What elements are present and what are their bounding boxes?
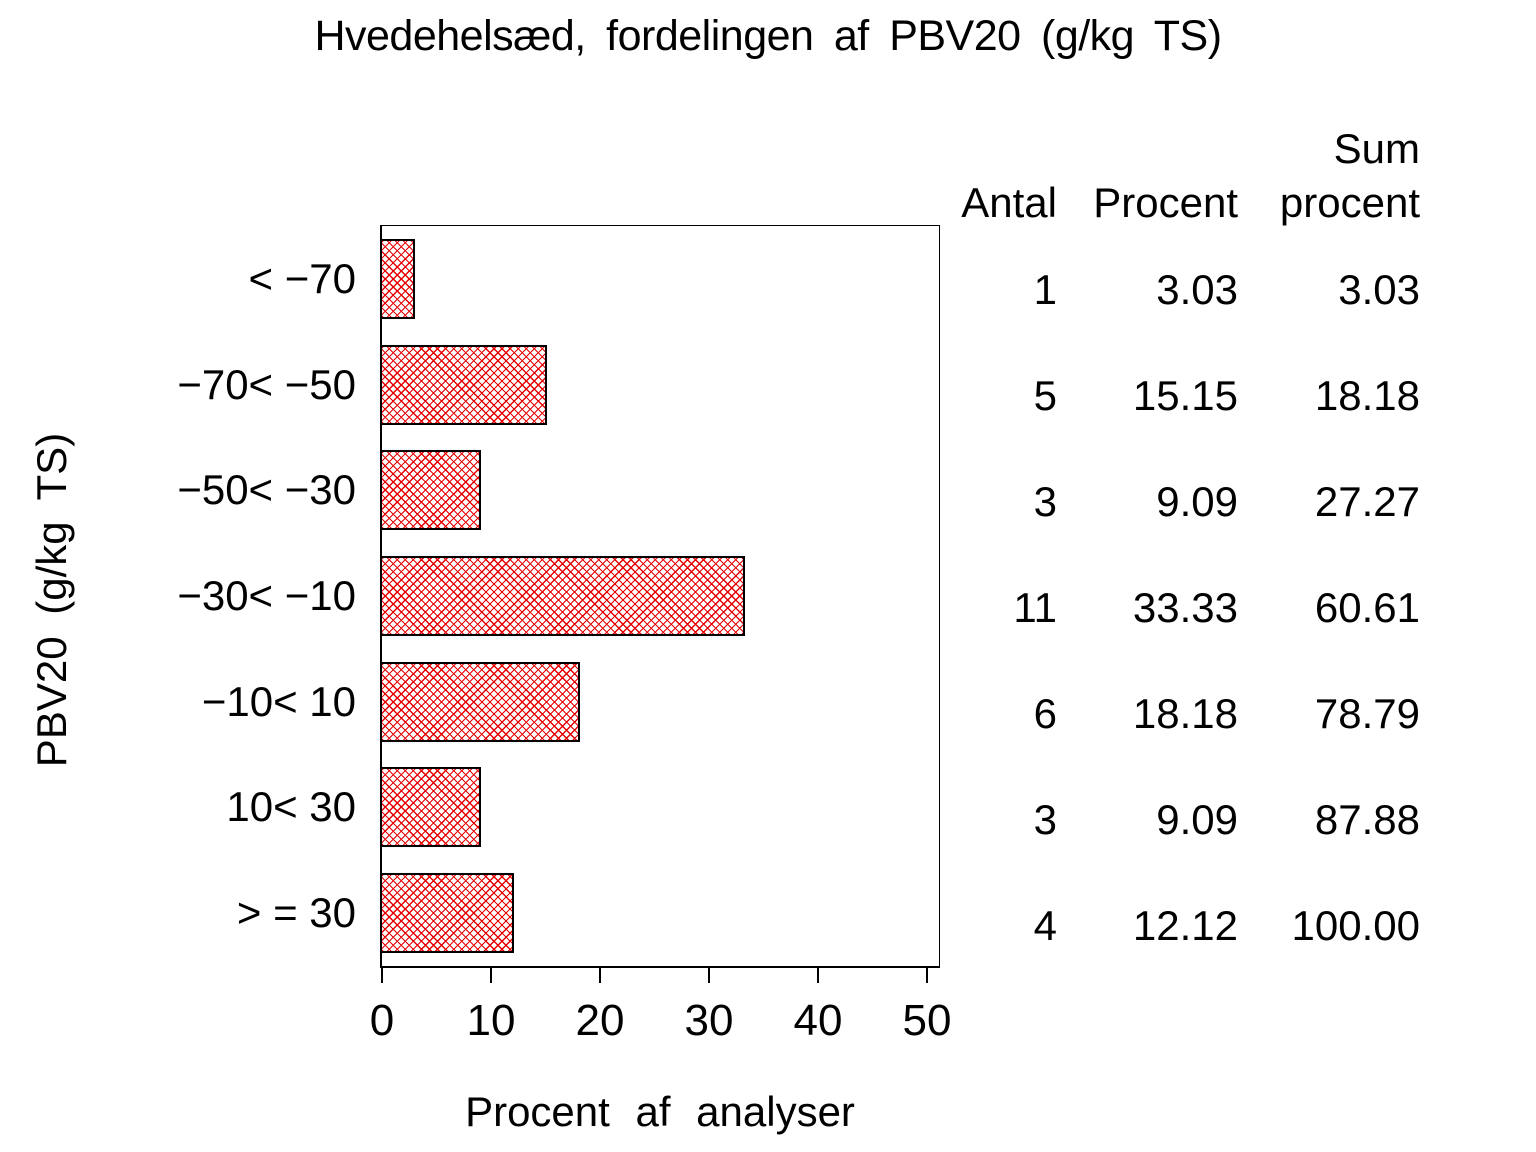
x-axis-tick-0 xyxy=(381,967,383,983)
table-cell-antal: 3 xyxy=(1033,796,1057,843)
bar-6 xyxy=(380,767,481,847)
bar-7 xyxy=(380,873,514,953)
x-axis-tick-20 xyxy=(599,967,601,983)
table-cell-antal: 11 xyxy=(1013,584,1057,631)
plot-area xyxy=(380,225,940,968)
table-cell-sum-procent: 87.88 xyxy=(1314,796,1420,843)
x-axis-tick-40 xyxy=(817,967,819,983)
table-row-1: 1 3.03 3.03 xyxy=(948,263,1420,317)
table-cell-sum-procent: 18.18 xyxy=(1314,372,1420,419)
table-cell-antal: 5 xyxy=(1033,372,1057,419)
x-axis-tick-label-40: 40 xyxy=(793,996,843,1045)
table-row-6: 3 9.09 87.88 xyxy=(948,793,1420,847)
table-cell-sum-procent: 78.79 xyxy=(1314,690,1420,737)
table-row-4: 11 33.33 60.61 xyxy=(948,581,1420,635)
category-label-2: −70< −50 xyxy=(177,361,356,408)
y-axis-category-labels: < −70 −70< −50 −50< −30 −30< −10 −10< 10 10< … xyxy=(0,226,356,966)
category-label-5: −10< 10 xyxy=(201,678,356,725)
bar-1 xyxy=(380,239,415,319)
table-header-sum-procent: Sum procent xyxy=(1279,125,1420,226)
bar-5 xyxy=(380,662,580,742)
category-label-1: < −70 xyxy=(248,255,356,302)
x-axis-tick-10 xyxy=(490,967,492,983)
table-cell-antal: 1 xyxy=(1033,266,1057,313)
x-axis-tick-label-30: 30 xyxy=(684,996,734,1045)
bar-2 xyxy=(380,345,547,425)
table-cell-procent: 12.12 xyxy=(1132,902,1238,949)
table-cell-procent: 9.09 xyxy=(1156,796,1238,843)
category-label-7: > = 30 xyxy=(236,889,356,936)
table-header-procent: Procent xyxy=(1093,179,1238,226)
table-row-3: 3 9.09 27.27 xyxy=(948,475,1420,529)
table-row-5: 6 18.18 78.79 xyxy=(948,687,1420,741)
bar-4 xyxy=(380,556,745,636)
category-label-6: 10< 30 xyxy=(226,783,356,830)
x-axis-tick-50 xyxy=(926,967,928,983)
chart-title: Hvedehelsæd, fordelingen af PBV20 (g/kg … xyxy=(314,12,1222,60)
table-header-antal: Antal xyxy=(961,179,1057,226)
table-header-row: Antal Procent Sum procent xyxy=(948,122,1420,230)
category-label-3: −50< −30 xyxy=(177,466,356,513)
table-cell-antal: 3 xyxy=(1033,478,1057,525)
x-axis-tick-label-50: 50 xyxy=(902,996,952,1045)
table-cell-antal: 4 xyxy=(1033,902,1057,949)
table-cell-sum-procent: 27.27 xyxy=(1314,478,1420,525)
table-cell-sum-procent: 100.00 xyxy=(1291,902,1420,949)
table-row-2: 5 15.15 18.18 xyxy=(948,369,1420,423)
table-cell-procent: 9.09 xyxy=(1156,478,1238,525)
table-cell-procent: 15.15 xyxy=(1132,372,1238,419)
x-axis-tick-label-10: 10 xyxy=(466,996,516,1045)
x-axis-tick-30 xyxy=(708,967,710,983)
table-cell-procent: 18.18 xyxy=(1132,690,1238,737)
table-cell-sum-procent: 60.61 xyxy=(1314,584,1420,631)
table-cell-procent: 3.03 xyxy=(1156,266,1238,313)
table-cell-antal: 6 xyxy=(1033,690,1057,737)
bar-3 xyxy=(380,450,481,530)
x-axis-tick-label-0: 0 xyxy=(369,996,395,1045)
table-cell-sum-procent: 3.03 xyxy=(1338,266,1420,313)
table-cell-procent: 33.33 xyxy=(1132,584,1238,631)
x-axis-tick-label-20: 20 xyxy=(575,996,625,1045)
table-row-7: 4 12.12 100.00 xyxy=(948,899,1420,953)
x-axis-label: Procent af analyser xyxy=(465,1088,855,1135)
category-label-4: −30< −10 xyxy=(177,572,356,619)
